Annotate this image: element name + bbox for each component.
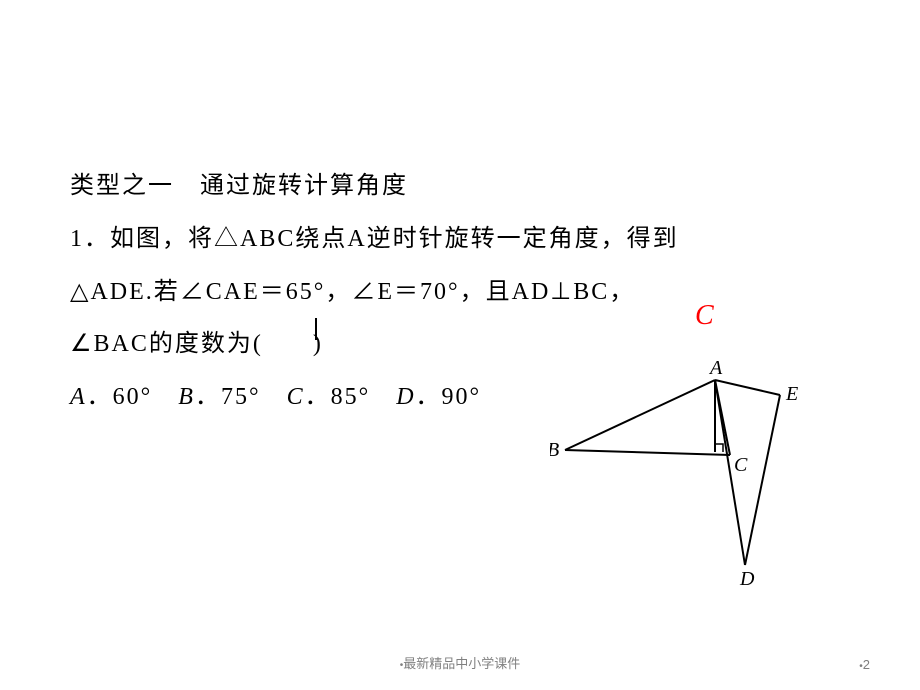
option-d-letter: D (396, 384, 415, 410)
option-b-letter: B (178, 384, 195, 410)
option-a-value: ．60° (87, 384, 179, 410)
triangle-svg: A B C D E (550, 360, 810, 590)
heading-line: 类型之一 通过旋转计算角度 (70, 160, 850, 213)
question-line-1: 1．如图，将△ABC绕点A逆时针旋转一定角度，得到 (70, 213, 850, 266)
option-c-value: ．85° (305, 384, 397, 410)
footer-text: •最新精品中小学课件 (400, 653, 521, 672)
answer-letter: C (695, 300, 714, 332)
page-number: •2 (859, 657, 870, 672)
text-cursor (315, 318, 317, 340)
svg-text:D: D (739, 568, 755, 590)
svg-text:E: E (785, 383, 798, 405)
q3-part-a: ∠BAC的度数为( (70, 331, 263, 357)
question-line-2: △ADE.若∠CAE＝65°，∠E＝70°，且AD⊥BC， (70, 266, 850, 319)
footer-label: 最新精品中小学课件 (403, 656, 520, 671)
svg-text:B: B (550, 439, 559, 461)
svg-text:C: C (734, 454, 748, 476)
geometry-figure: A B C D E (550, 360, 810, 590)
page-value: 2 (863, 657, 870, 672)
option-b-value: ．75° (195, 384, 287, 410)
svg-text:A: A (708, 360, 723, 379)
option-c-letter: C (287, 384, 305, 410)
option-d-value: ．90° (416, 384, 482, 410)
option-a-letter: A (70, 384, 87, 410)
